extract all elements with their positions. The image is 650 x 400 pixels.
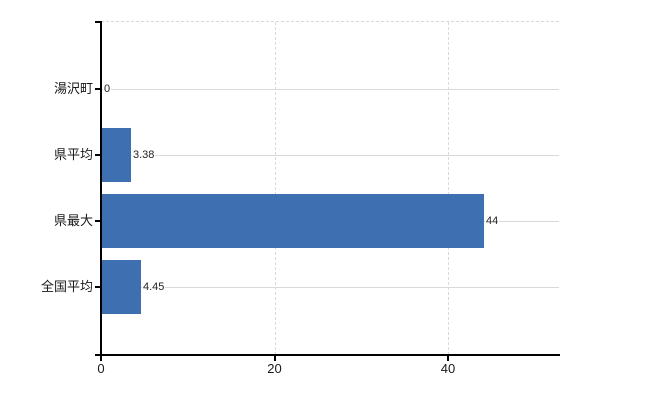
axis-tick — [273, 355, 276, 361]
x-axis-line — [95, 354, 560, 356]
category-label: 県最大 — [53, 213, 93, 228]
bar — [102, 194, 484, 248]
axis-tick — [100, 355, 102, 361]
y-axis-line — [100, 21, 102, 360]
x-tick-label: 40 — [440, 361, 456, 376]
axis-tick — [447, 355, 449, 361]
axis-tick — [95, 286, 101, 288]
category-label: 湯沢町 — [53, 81, 93, 96]
bar — [102, 128, 131, 182]
row-gridline — [101, 287, 559, 288]
value-label: 0 — [103, 82, 112, 96]
x-tick-label: 20 — [267, 361, 282, 376]
category-label: 県平均 — [53, 147, 93, 162]
top-gridline — [101, 21, 559, 22]
axis-tick — [95, 220, 101, 222]
axis-tick — [95, 154, 101, 156]
value-label: 3.38 — [132, 148, 156, 162]
value-label: 44 — [485, 214, 500, 228]
axis-tick — [95, 21, 101, 23]
row-gridline — [101, 89, 559, 90]
vertical-gridline — [448, 22, 449, 355]
category-label: 全国平均 — [40, 279, 93, 294]
vertical-gridline — [274, 22, 276, 355]
bar — [102, 260, 141, 314]
x-tick-label: 0 — [97, 361, 105, 376]
value-label: 4.45 — [142, 280, 166, 294]
axis-tick — [95, 88, 101, 90]
row-gridline — [101, 155, 559, 156]
